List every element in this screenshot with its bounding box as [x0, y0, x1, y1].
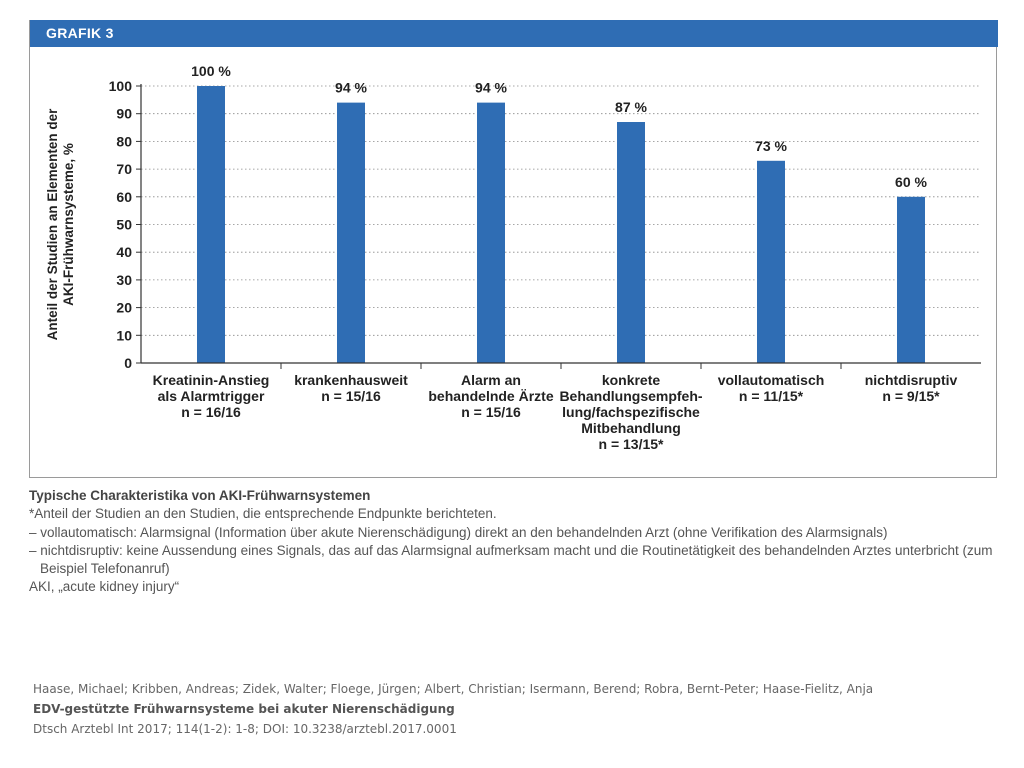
y-tick-label: 70 — [116, 161, 132, 177]
caption-title: Typische Charakteristika von AKI-Frühwar… — [29, 488, 371, 503]
bar — [897, 196, 925, 363]
caption-footnote: *Anteil der Studien an den Studien, die … — [29, 506, 497, 522]
caption-definition-vollautomatisch: – vollautomatisch: Alarmsignal (Informat… — [29, 524, 888, 540]
y-tick-label: 20 — [116, 300, 132, 316]
category-label-line: als Alarmtrigger — [158, 388, 265, 404]
bar — [197, 86, 225, 363]
gridlines — [141, 85, 981, 336]
category-label-line: Mitbehandlung — [581, 420, 681, 436]
category-label-line: n = 15/16 — [321, 388, 381, 404]
category-label: konkrete Behandlungsempfeh-lung/fachspezi… — [559, 372, 702, 452]
category-label-line: nichtdisruptiv — [865, 372, 958, 388]
category-label-line: krankenhausweit — [294, 372, 408, 388]
figure-label: GRAFIK 3 — [46, 25, 114, 41]
category-label-line: n = 11/15* — [739, 388, 804, 404]
category-label-line: n = 13/15* — [599, 436, 665, 452]
y-tick-label: 50 — [116, 217, 132, 233]
bar — [337, 102, 365, 364]
citation-title: EDV-gestützte Frühwarnsysteme bei akuter… — [33, 702, 455, 716]
citation-source: Dtsch Arztebl Int 2017; 114(1-2): 1-8; D… — [33, 722, 457, 736]
labels: 0 10 20 30 40 50 60 70 80 90 100 Anteil der Studien… — [45, 63, 957, 452]
caption-definition-nichtdisruptiv-cont: Beispiel Telefonanruf) — [40, 561, 170, 577]
bar — [617, 122, 645, 363]
figure-caption: Typische Charakteristika von AKI-Frühwar… — [29, 487, 997, 597]
citation-authors: Haase, Michael; Kribben, Andreas; Zidek,… — [33, 682, 874, 696]
category-label-line: n = 15/16 — [461, 404, 521, 420]
category-label-line: behandelnde Ärzte — [428, 388, 553, 404]
y-tick-label: 10 — [116, 327, 132, 343]
y-tick-label: 40 — [116, 244, 132, 260]
bars — [197, 86, 925, 364]
figure-frame: GRAFIK 3 — [29, 20, 998, 478]
y-axis-title: Anteil der Studien an Elementen derAKI-F… — [45, 108, 76, 341]
category-label-line: Behandlungsempfeh- — [559, 388, 702, 404]
category-label-line: Kreatinin-Anstieg — [153, 372, 270, 388]
category-label-line: konkrete — [602, 372, 661, 388]
bar — [477, 102, 505, 364]
bar — [757, 160, 785, 363]
bar-chart: 0 10 20 30 40 50 60 70 80 90 100 Anteil der Studien… — [45, 63, 981, 452]
y-axis-title-line: AKI-Frühwarnsysteme, % — [61, 143, 76, 306]
bar-value-label: 73 % — [755, 138, 787, 154]
y-tick-label: 80 — [116, 133, 132, 149]
y-tick-label: 100 — [109, 78, 133, 94]
bar-value-label: 60 % — [895, 174, 927, 190]
category-label-line: n = 9/15* — [882, 388, 940, 404]
category-label-line: Alarm an — [461, 372, 521, 388]
category-label-line: n = 16/16 — [181, 404, 241, 420]
category-label: Kreatinin-Anstieg als Alarmtrigger n = 16/… — [153, 372, 270, 420]
category-label: vollautomatisch n = 11/15* — [718, 372, 825, 404]
y-tick-label: 90 — [116, 106, 132, 122]
y-tick-label: 30 — [116, 272, 132, 288]
y-axis-title-line: Anteil der Studien an Elementen der — [45, 108, 60, 341]
category-label: Alarm an behandelnde Ärzte n = 15/16 — [428, 372, 553, 420]
figure-header: GRAFIK 3 — [30, 20, 998, 47]
citation: Haase, Michael; Kribben, Andreas; Zidek,… — [33, 679, 873, 739]
bar-value-label: 100 % — [191, 63, 231, 79]
bar-value-label: 94 % — [475, 80, 507, 96]
y-tick-label: 0 — [124, 355, 132, 371]
bar-value-label: 94 % — [335, 80, 367, 96]
y-tick-label: 60 — [116, 189, 132, 205]
category-label-line: vollautomatisch — [718, 372, 825, 388]
axes — [136, 84, 981, 369]
bar-value-label: 87 % — [615, 99, 647, 115]
caption-definition-nichtdisruptiv: – nichtdisruptiv: keine Aussendung eines… — [29, 542, 993, 558]
category-label: nichtdisruptiv n = 9/15* — [865, 372, 958, 404]
category-label: krankenhausweit n = 15/16 — [294, 372, 408, 404]
caption-abbreviation: AKI, „acute kidney injury“ — [29, 579, 180, 595]
category-label-line: lung/fachspezifische — [562, 404, 700, 420]
